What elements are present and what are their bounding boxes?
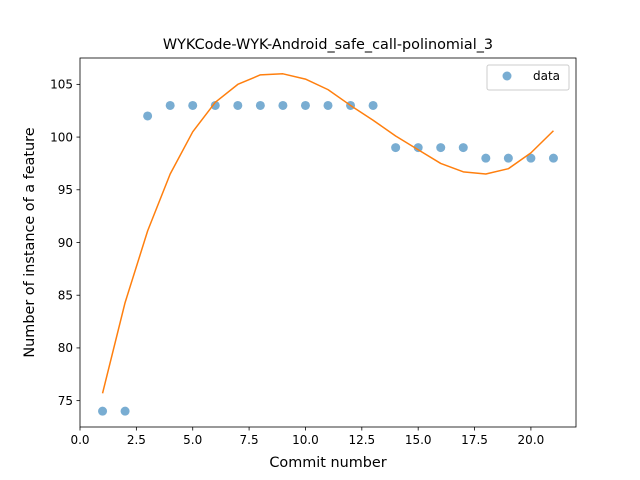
y-tick-label: 90 bbox=[58, 236, 73, 250]
x-tick-label: 7.5 bbox=[240, 433, 259, 447]
y-tick-label: 95 bbox=[58, 183, 73, 197]
data-point bbox=[210, 100, 220, 110]
y-tick-label: 85 bbox=[58, 289, 73, 303]
x-axis-label: Commit number bbox=[269, 455, 386, 471]
legend: data bbox=[486, 64, 570, 91]
x-tick-label: 5.0 bbox=[183, 433, 202, 447]
data-point bbox=[233, 100, 243, 110]
data-point bbox=[323, 100, 333, 110]
data-point bbox=[98, 406, 108, 416]
y-tick-label: 105 bbox=[50, 78, 73, 92]
x-tick-label: 12.5 bbox=[348, 433, 375, 447]
axes-frame bbox=[79, 57, 577, 428]
data-point bbox=[481, 153, 491, 163]
y-tick-label: 75 bbox=[58, 394, 73, 408]
fit-line bbox=[101, 73, 554, 394]
plot-area bbox=[98, 73, 558, 416]
legend-label-data: data bbox=[533, 69, 560, 83]
data-point bbox=[165, 100, 175, 110]
data-point bbox=[300, 100, 310, 110]
x-tick-label: 17.5 bbox=[461, 433, 488, 447]
data-point bbox=[436, 143, 446, 153]
y-axis-label: Number of instance of a feature bbox=[22, 127, 38, 357]
data-point bbox=[458, 143, 468, 153]
y-axis-ticks: 75 80 85 90 95 100 105 bbox=[50, 78, 80, 408]
data-point bbox=[526, 153, 536, 163]
legend-marker-data bbox=[502, 71, 512, 81]
data-point bbox=[278, 100, 288, 110]
x-tick-label: 15.0 bbox=[405, 433, 432, 447]
data-point bbox=[503, 153, 513, 163]
data-point bbox=[120, 406, 130, 416]
x-tick-label: 0.0 bbox=[70, 433, 89, 447]
x-tick-label: 20.0 bbox=[518, 433, 545, 447]
data-point bbox=[188, 100, 198, 110]
data-point bbox=[413, 143, 423, 153]
data-point bbox=[391, 143, 401, 153]
x-axis-ticks: 0.0 2.5 5.0 7.5 10.0 12.5 15.0 17.5 20.0 bbox=[70, 427, 544, 447]
x-tick-label: 2.5 bbox=[127, 433, 146, 447]
data-point bbox=[368, 100, 378, 110]
data-point bbox=[143, 111, 153, 121]
legend-box bbox=[486, 64, 570, 91]
data-point bbox=[255, 100, 265, 110]
x-tick-label: 10.0 bbox=[292, 433, 319, 447]
y-tick-label: 100 bbox=[50, 130, 73, 144]
y-tick-label: 80 bbox=[58, 341, 73, 355]
data-point bbox=[548, 153, 558, 163]
chart-title: WYKCode-WYK-Android_safe_call-polinomial… bbox=[163, 37, 493, 53]
